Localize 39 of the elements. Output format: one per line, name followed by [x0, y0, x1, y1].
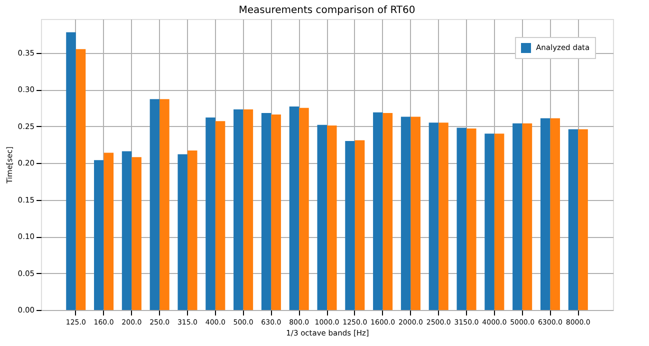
bar — [327, 126, 337, 310]
bar — [104, 152, 114, 310]
bar — [400, 116, 411, 310]
bar — [261, 113, 272, 310]
bar — [317, 124, 327, 310]
bar — [456, 128, 467, 310]
bar — [512, 123, 522, 310]
bar — [494, 134, 504, 310]
bar — [550, 118, 560, 310]
bar — [215, 121, 226, 310]
bar — [187, 150, 198, 310]
bar — [354, 140, 365, 310]
bar — [373, 112, 383, 310]
bar — [428, 122, 439, 310]
bar — [160, 99, 170, 310]
bar — [568, 129, 578, 310]
bar — [94, 160, 104, 310]
bar — [466, 128, 476, 310]
bar — [522, 123, 532, 310]
bar — [76, 49, 86, 310]
bar — [234, 109, 244, 310]
bar — [410, 116, 420, 310]
bar — [299, 108, 309, 310]
bar — [132, 157, 142, 310]
bar — [122, 151, 132, 310]
bar — [206, 117, 216, 310]
bar — [178, 154, 188, 310]
bar — [382, 113, 393, 310]
bar — [484, 134, 494, 310]
bar — [540, 118, 550, 310]
chart-title: Measurements comparison of RT60 — [238, 5, 416, 16]
bar — [289, 106, 300, 310]
bar — [271, 114, 281, 310]
bar — [438, 122, 448, 310]
bar — [150, 99, 160, 310]
bar — [243, 109, 254, 310]
bar — [345, 140, 355, 310]
bar — [66, 32, 76, 310]
bar — [578, 129, 588, 310]
